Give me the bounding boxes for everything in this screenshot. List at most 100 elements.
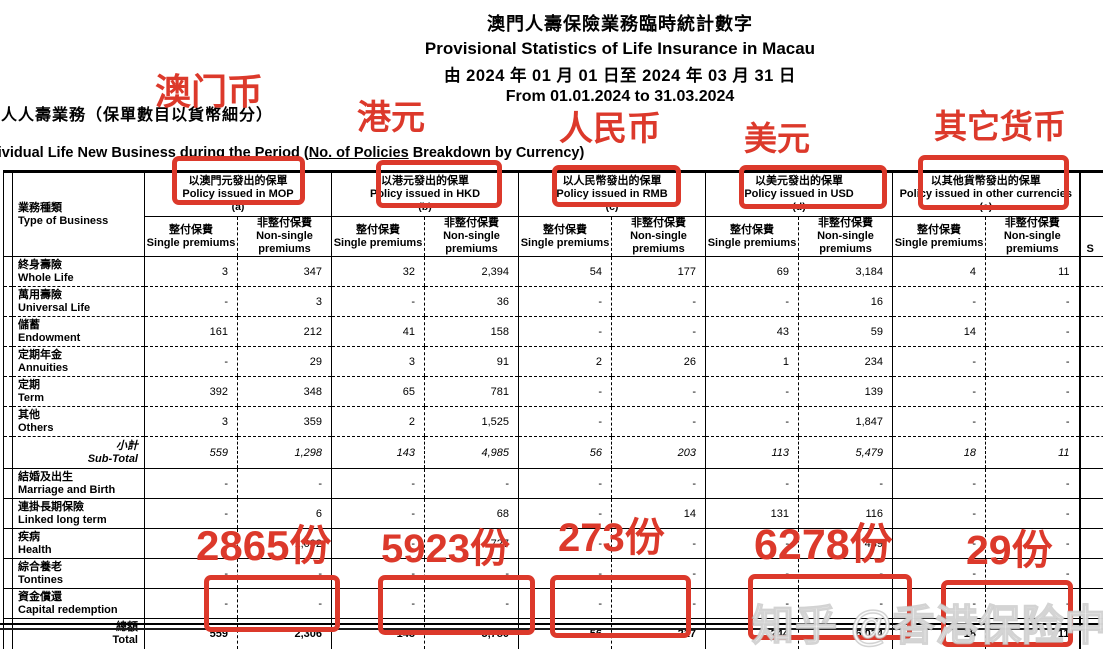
annotation-count-other: 29份 xyxy=(966,527,1053,573)
value-mop-non-single: 6 xyxy=(236,498,332,529)
value-usd-non-single: 116 xyxy=(798,498,893,529)
non-single-premiums-zh: 非整付保費 xyxy=(631,217,687,229)
value-mop-non-single: 1,002 xyxy=(236,528,332,559)
value-usd-non-single: 59 xyxy=(798,316,893,347)
highlight-box-total-other xyxy=(941,580,1073,647)
annotation-currency-mop: 澳门币 xyxy=(155,71,264,112)
non-single-premiums-en: Non-single premiums xyxy=(256,230,313,255)
row-label-en: Marriage and Birth xyxy=(18,483,116,496)
value-other-non-single: 11 xyxy=(985,256,1080,287)
edge-sliver-cell xyxy=(3,286,13,317)
watermark: 知乎 @香港保险中介 xyxy=(751,601,1103,650)
value-rmb-non-single: - xyxy=(611,286,706,317)
value-other-non-single: - xyxy=(985,376,1080,407)
single-premiums-header: 整付保費 Single premiums xyxy=(331,216,425,257)
value-mop-non-single: - xyxy=(236,558,332,589)
date-range-chinese: 由 2024 年 01 月 01 日至 2024 年 03 月 31 日 xyxy=(444,67,796,85)
row-label-term: 定期 Term xyxy=(12,376,145,407)
single-premiums-en: Single premiums xyxy=(894,236,984,249)
row-label-zh: 小計 xyxy=(116,440,138,452)
edge-sliver-cell xyxy=(3,498,13,529)
value-hkd-non-single: - xyxy=(424,588,519,619)
value-hkd-single: - xyxy=(331,286,425,317)
value-rmb-single: 2 xyxy=(518,346,612,377)
edge-sliver-cell xyxy=(3,346,13,377)
single-premiums-zh: 整付保費 xyxy=(543,223,588,236)
value-usd-single: - xyxy=(705,376,799,407)
row-label-en: Term xyxy=(18,391,45,404)
table-row-marriage-and-birth: 結婚及出生 Marriage and Birth - - - - - - - - - - xyxy=(3,468,1103,499)
value-hkd-non-single: 36 xyxy=(424,286,519,317)
group-header-zh: 以其他貨幣發出的保單 xyxy=(930,175,1041,187)
non-single-premiums-zh: 非整付保費 xyxy=(257,217,312,229)
value-other-non-single: - xyxy=(985,498,1080,529)
clipped-next-cell xyxy=(1078,406,1103,437)
annotation-count-rmb: 273份 xyxy=(558,516,665,560)
type-of-business-header: 業務種類 Type of Business xyxy=(12,171,145,257)
group-header-en: Policy issued in USD xyxy=(744,188,854,200)
single-premiums-zh: 整付保費 xyxy=(356,223,401,236)
table-head: 業務種類 Type of Business 以澳門元發出的保單 Policy issu… xyxy=(3,171,1103,257)
value-usd-single: - xyxy=(705,286,799,317)
value-mop-single: - xyxy=(144,468,238,499)
value-mop-non-single: 212 xyxy=(236,316,332,347)
annotation-currency-other: 其它货币 xyxy=(934,108,1066,145)
row-label-marriage-and-birth: 結婚及出生 Marriage and Birth xyxy=(12,468,145,499)
table-row-sub-total: 小計 Sub-Total 559 1,298 143 4,985 56 203 113 5,479… xyxy=(3,436,1103,469)
group-header-en: Policy issued in RMB xyxy=(556,188,668,200)
edge-sliver-cell xyxy=(3,406,13,437)
value-usd-single: 113 xyxy=(705,436,799,469)
value-mop-non-single: 29 xyxy=(236,346,332,377)
group-header-en: Policy issued in MOP xyxy=(182,188,294,200)
value-hkd-single: 32 xyxy=(331,256,425,287)
edge-sliver-cell xyxy=(3,558,13,589)
row-label-whole-life: 終身壽險 Whole Life xyxy=(12,256,145,287)
value-other-single: 4 xyxy=(892,256,986,287)
clipped-next-cell xyxy=(1078,346,1103,377)
highlight-box-header-mop xyxy=(172,156,305,205)
value-mop-non-single: - xyxy=(236,588,332,619)
non-single-premiums-en: Non-single premiums xyxy=(1003,230,1061,255)
value-hkd-non-single: 2,394 xyxy=(424,256,519,287)
value-hkd-single: - xyxy=(331,528,425,559)
non-single-premiums-header: 非整付保費 Non-single premiums xyxy=(985,216,1080,257)
value-usd-non-single: - xyxy=(798,588,893,619)
clipped-next-cell xyxy=(1078,256,1103,287)
annotation-count-hkd: 5923份 xyxy=(381,527,510,571)
non-single-premiums-header: 非整付保費 Non-single premiums xyxy=(236,216,332,257)
value-rmb-non-single: - xyxy=(611,528,706,559)
single-premiums-en: Single premiums xyxy=(707,236,797,249)
row-label-en: Others xyxy=(18,421,54,434)
non-single-premiums-zh: 非整付保費 xyxy=(1004,217,1060,229)
single-premiums-en: Single premiums xyxy=(333,236,423,249)
value-other-non-single: - xyxy=(985,406,1080,437)
clipped-next-cell xyxy=(1078,588,1103,619)
value-rmb-single: - xyxy=(518,498,612,529)
value-usd-single: 1 xyxy=(705,346,799,377)
row-label-others: 其他 Others xyxy=(12,406,145,437)
value-rmb-single: 56 xyxy=(518,436,612,469)
value-other-non-single: - xyxy=(985,286,1080,317)
title-chinese: 澳門人壽保險業務臨時統計數字 xyxy=(487,14,753,34)
row-label-zh: 疾病 xyxy=(18,531,40,543)
value-other-non-single: 11 xyxy=(985,436,1080,469)
value-rmb-non-single: 177 xyxy=(611,256,706,287)
annotation-currency-hkd: 港元 xyxy=(357,99,425,137)
value-hkd-non-single: 91 xyxy=(424,346,519,377)
value-mop-single: 161 xyxy=(144,316,238,347)
value-usd-single: - xyxy=(705,528,799,559)
table-row-linked-long-term: 連掛長期保險 Linked long term -6-68-14 131 116- - xyxy=(3,498,1103,529)
highlight-box-total-mop xyxy=(204,575,340,632)
non-single-premiums-header: 非整付保費 Non-single premiums xyxy=(611,216,706,257)
table-row-tontines: 綜合養老 Tontines - - - - - - - - - - xyxy=(3,558,1103,589)
value-mop-non-single: 1,298 xyxy=(236,436,332,469)
value-other-non-single: - xyxy=(985,588,1080,619)
date-range-english: From 01.01.2024 to 31.03.2024 xyxy=(505,88,735,105)
row-label-en: Capital redemption xyxy=(18,603,118,616)
row-label-zh: 定期 xyxy=(18,379,40,391)
single-premiums-en: Single premiums xyxy=(520,236,610,249)
single-premiums-header: 整付保費 Single premiums xyxy=(705,216,799,257)
non-single-premiums-en: Non-single premiums xyxy=(443,230,500,255)
value-other-single: - xyxy=(892,498,986,529)
document-title-block: 澳門人壽保險業務臨時統計數字 Provisional Statistics of… xyxy=(140,10,1100,106)
